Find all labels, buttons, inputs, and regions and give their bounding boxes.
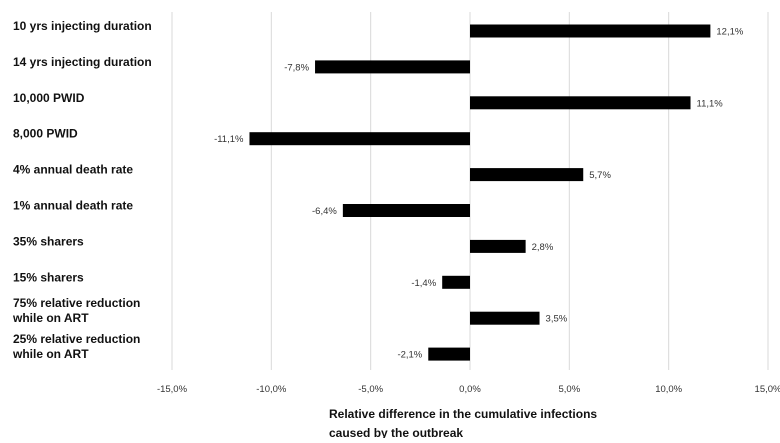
category-label: 10,000 PWID bbox=[13, 91, 85, 105]
category-label: 8,000 PWID bbox=[13, 127, 78, 141]
x-tick-label: 0,0% bbox=[459, 384, 481, 395]
category-label: 75% relative reduction bbox=[13, 296, 140, 310]
bar-layer bbox=[249, 24, 711, 361]
x-tick-label: -10,0% bbox=[256, 384, 287, 395]
bar bbox=[442, 275, 470, 289]
data-label: 3,5% bbox=[546, 314, 568, 325]
category-label: while on ART bbox=[12, 347, 89, 361]
bar bbox=[428, 347, 470, 361]
bar bbox=[342, 204, 470, 217]
category-label: 14 yrs injecting duration bbox=[13, 55, 152, 69]
data-label: 11,1% bbox=[697, 98, 724, 109]
x-tick-label: -5,0% bbox=[358, 384, 383, 395]
data-label: 5,7% bbox=[589, 170, 611, 181]
x-axis-title: Relative difference in the cumulative in… bbox=[329, 407, 597, 421]
category-label: 35% sharers bbox=[13, 234, 84, 248]
category-label: 10 yrs injecting duration bbox=[13, 19, 152, 33]
data-label: -1,4% bbox=[411, 278, 436, 289]
x-tick-label: 5,0% bbox=[559, 384, 581, 395]
bar bbox=[470, 239, 526, 253]
data-label: -2,1% bbox=[397, 350, 422, 361]
x-tick-label: 10,0% bbox=[655, 384, 682, 395]
bar bbox=[315, 60, 470, 74]
bar bbox=[249, 132, 470, 146]
bar bbox=[470, 168, 584, 182]
data-label: 2,8% bbox=[532, 242, 554, 253]
data-label: 12,1% bbox=[716, 27, 743, 38]
bar bbox=[470, 24, 711, 38]
data-label: -7,8% bbox=[284, 62, 309, 73]
x-axis-title: caused by the outbreak bbox=[329, 426, 463, 438]
category-label: 25% relative reduction bbox=[13, 332, 140, 346]
category-label: while on ART bbox=[12, 311, 89, 325]
x-tick-label: 15,0% bbox=[755, 384, 780, 395]
category-label: 15% sharers bbox=[13, 270, 84, 284]
bar bbox=[470, 96, 691, 110]
category-label: 4% annual death rate bbox=[13, 163, 133, 177]
category-label: 1% annual death rate bbox=[13, 199, 133, 213]
data-label: -11,1% bbox=[214, 134, 244, 145]
label-layer: -15,0% -10,0% -5,0% 0,0% 5,0% 10,0% 15,0% 12,1%… bbox=[12, 19, 780, 440]
bar bbox=[470, 311, 540, 325]
data-label: -6,4% bbox=[312, 206, 337, 217]
x-tick-label: -15,0% bbox=[157, 384, 188, 395]
